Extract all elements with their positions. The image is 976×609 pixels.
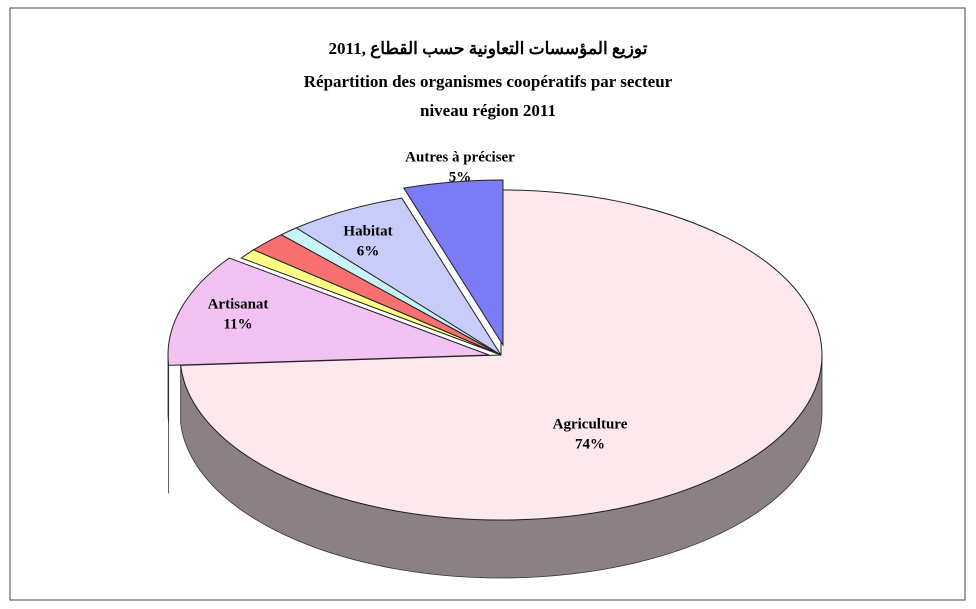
slice-label: Artisanat	[208, 296, 269, 312]
pie-slice	[402, 179, 504, 347]
pie-slice	[295, 197, 502, 356]
pie-slice	[167, 257, 490, 366]
slice-value-label: 74%	[575, 436, 605, 452]
slice-label: Habitat	[343, 223, 392, 239]
slice-value-label: 6%	[357, 243, 380, 259]
chart-title: Répartition des organismes coopératifs p…	[304, 72, 673, 91]
chart-title: توزيع المؤسسات التعاونية حسب القطاع ,201…	[329, 39, 648, 59]
chart-title: niveau région 2011	[420, 101, 556, 120]
slice-value-label: 11%	[223, 316, 252, 332]
slice-value-label: 5%	[449, 169, 472, 185]
slice-label: Agriculture	[553, 416, 628, 432]
slice-label: Autres à préciser	[405, 149, 515, 165]
pie-slice	[180, 189, 823, 521]
